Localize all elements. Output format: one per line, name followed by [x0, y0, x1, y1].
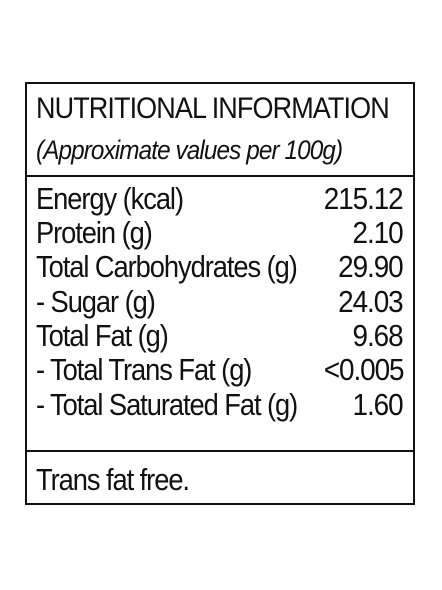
nutrient-label: - Total Trans Fat (g)	[36, 352, 252, 387]
nutrient-label: Total Carbohydrates (g)	[36, 249, 298, 284]
nutrient-value: 215.12	[324, 181, 404, 216]
nutrition-header: NUTRITIONAL INFORMATION (Approximate val…	[27, 84, 413, 177]
nutrition-title: NUTRITIONAL INFORMATION	[36, 92, 390, 125]
nutrition-footer: Trans fat free.	[27, 452, 413, 503]
nutrition-subtitle: (Approximate values per 100g)	[36, 135, 343, 165]
nutrition-row-carbohydrates: Total Carbohydrates (g) 29.90	[36, 249, 404, 285]
nutrition-row-sugar: - Sugar (g) 24.03	[36, 284, 404, 320]
nutrient-label: Total Fat (g)	[36, 318, 169, 353]
nutrition-facts-panel: NUTRITIONAL INFORMATION (Approximate val…	[25, 82, 415, 505]
nutrient-label: Protein (g)	[36, 215, 153, 250]
nutrition-row-saturated-fat: - Total Saturated Fat (g) 1.60	[36, 387, 404, 423]
nutrition-row-protein: Protein (g) 2.10	[36, 215, 404, 251]
nutrition-row-total-fat: Total Fat (g) 9.68	[36, 318, 404, 354]
nutrition-row-trans-fat: - Total Trans Fat (g) <0.005	[36, 352, 404, 388]
nutrition-row-energy: Energy (kcal) 215.12	[36, 181, 404, 217]
nutrient-value: 2.10	[353, 215, 404, 250]
nutrient-label: Energy (kcal)	[36, 181, 184, 216]
nutrient-value: 24.03	[338, 284, 404, 319]
nutrient-value: <0.005	[323, 352, 404, 387]
trans-fat-free-note: Trans fat free.	[36, 462, 190, 497]
nutrient-value: 29.90	[338, 249, 404, 284]
nutrition-rows: Energy (kcal) 215.12 Protein (g) 2.10 To…	[27, 177, 413, 452]
nutrient-label: - Sugar (g)	[36, 284, 156, 319]
nutrient-value: 9.68	[353, 318, 404, 353]
nutrient-value: 1.60	[353, 387, 404, 422]
nutrient-label: - Total Saturated Fat (g)	[36, 387, 298, 422]
